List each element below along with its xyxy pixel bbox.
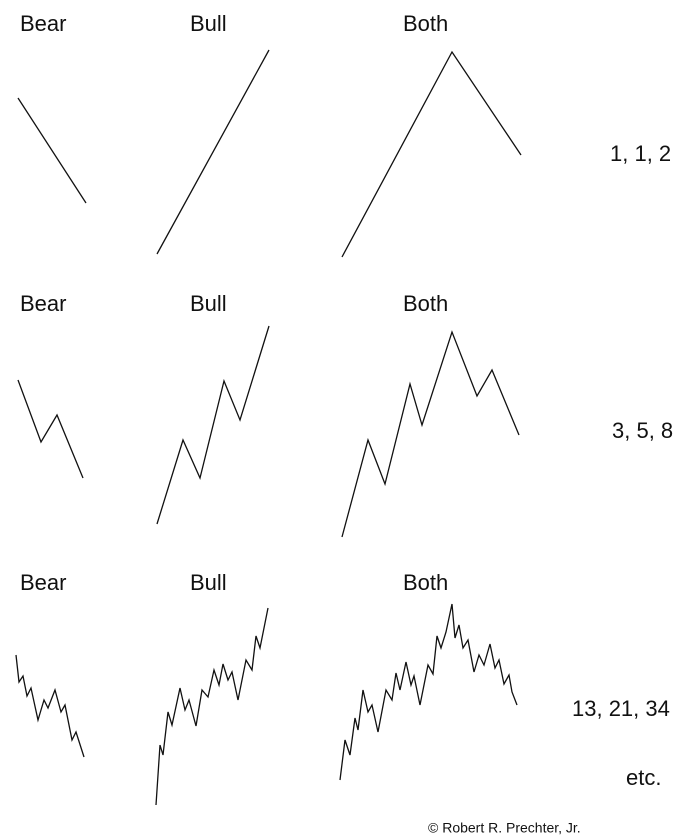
label: Bull [190,11,227,36]
wave [339,603,518,781]
label: Both [403,570,448,595]
etc: etc. [626,765,661,790]
wave [156,49,270,255]
wave [341,330,520,538]
wave [341,50,522,258]
wave [17,97,87,204]
label: Bear [20,291,66,316]
count: 3, 5, 8 [612,418,673,443]
wave [15,654,85,758]
wave [155,607,269,806]
label: Bear [20,11,66,36]
count: 13, 21, 34 [572,696,670,721]
label: Bull [190,570,227,595]
label: Bull [190,291,227,316]
label: Both [403,11,448,36]
label: Bear [20,570,66,595]
label: Both [403,291,448,316]
wave [17,379,84,479]
credit: © Robert R. Prechter, Jr. [428,820,581,836]
wave [156,325,270,525]
count: 1, 1, 2 [610,141,671,166]
